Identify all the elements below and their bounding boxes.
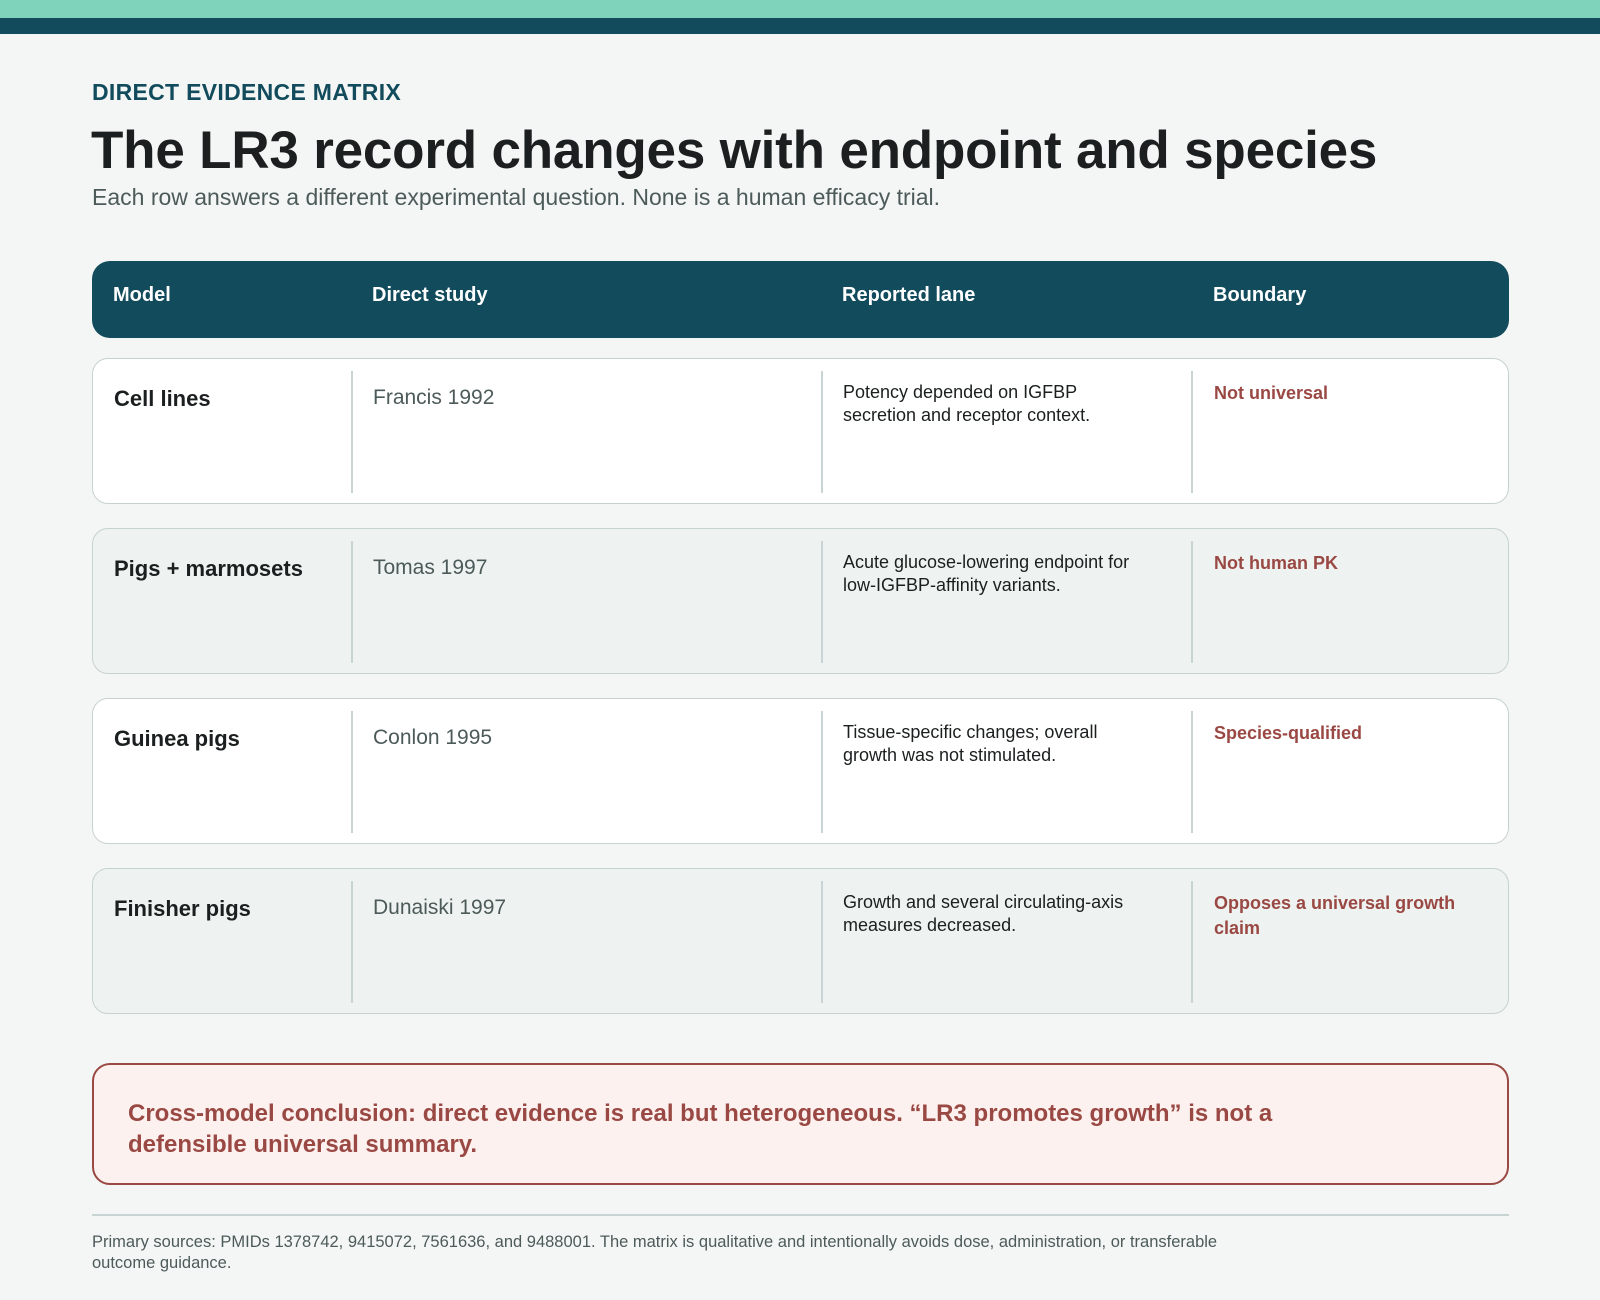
row-study: Dunaiski 1997 xyxy=(373,896,507,919)
row-study: Francis 1992 xyxy=(373,386,495,409)
page-subtitle: Each row answers a different experimenta… xyxy=(92,184,941,210)
column-header-direct-study: Direct study xyxy=(372,284,488,306)
row-lane: Acute glucose-lowering endpoint for low-… xyxy=(843,552,1130,595)
row-study: Tomas 1997 xyxy=(373,556,488,579)
column-divider xyxy=(821,711,823,833)
top-brand-bar xyxy=(0,18,1600,34)
row-boundary: Not universal xyxy=(1214,383,1329,403)
row-model: Pigs + marmosets xyxy=(114,556,303,581)
row-boundary: Not human PK xyxy=(1214,553,1338,573)
row-study: Conlon 1995 xyxy=(373,726,493,749)
row-boundary: Opposes a universal growth claim xyxy=(1214,893,1456,938)
column-divider xyxy=(1191,711,1193,833)
column-divider xyxy=(1191,541,1193,663)
conclusion-callout: Cross-model conclusion: direct evidence … xyxy=(92,1063,1509,1185)
row-lane: Growth and several circulating-axis meas… xyxy=(843,892,1124,935)
conclusion-text: Cross-model conclusion: direct evidence … xyxy=(128,1100,1273,1158)
row-model: Finisher pigs xyxy=(114,896,251,921)
column-divider xyxy=(1191,371,1193,493)
row-model: Guinea pigs xyxy=(114,726,240,751)
table-row: Guinea pigs Conlon 1995 Tissue-specific … xyxy=(92,698,1509,844)
column-divider xyxy=(1191,881,1193,1003)
column-divider xyxy=(821,541,823,663)
table-row: Finisher pigs Dunaiski 1997 Growth and s… xyxy=(92,868,1509,1014)
column-header-boundary: Boundary xyxy=(1213,284,1307,306)
row-boundary: Species-qualified xyxy=(1214,723,1363,743)
table-row: Cell lines Francis 1992 Potency depended… xyxy=(92,358,1509,504)
column-divider xyxy=(821,881,823,1003)
source-footnote: Primary sources: PMIDs 1378742, 9415072,… xyxy=(92,1233,1218,1272)
column-divider xyxy=(351,881,353,1003)
eyebrow-label: DIRECT EVIDENCE MATRIX xyxy=(92,79,402,105)
table-row: Pigs + marmosets Tomas 1997 Acute glucos… xyxy=(92,528,1509,674)
column-header-model: Model xyxy=(113,284,171,306)
column-divider xyxy=(821,371,823,493)
page-title: The LR3 record changes with endpoint and… xyxy=(91,121,1378,180)
column-divider xyxy=(351,541,353,663)
table-header: Model Direct study Reported lane Boundar… xyxy=(92,261,1509,338)
column-divider xyxy=(351,371,353,493)
top-accent-bar xyxy=(0,0,1600,18)
row-model: Cell lines xyxy=(114,386,211,411)
column-header-reported-lane: Reported lane xyxy=(842,284,976,306)
row-lane: Tissue-specific changes; overall growth … xyxy=(843,722,1098,765)
footer-divider xyxy=(92,1214,1509,1216)
row-lane: Potency depended on IGFBP secretion and … xyxy=(843,382,1091,425)
column-divider xyxy=(351,711,353,833)
